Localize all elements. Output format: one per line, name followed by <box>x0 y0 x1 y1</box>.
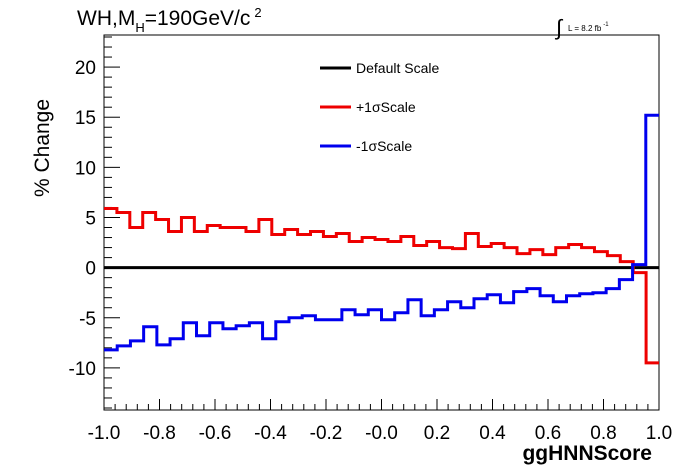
y-tick-label: 5 <box>85 208 96 229</box>
x-tick-label: -0.8 <box>143 423 176 444</box>
x-tick-label: 0.4 <box>479 423 506 444</box>
title-subscript: H <box>135 20 144 35</box>
plot-frame <box>103 34 660 411</box>
x-tick-label: 0.6 <box>535 423 561 444</box>
x-tick-label: -0.4 <box>254 423 287 444</box>
legend-label-2: -1σScale <box>356 138 412 154</box>
lumi-label: L = 8.2 fb -1 <box>568 22 609 33</box>
y-axis-title: % Change <box>31 99 54 197</box>
title-suffix: =190GeV/c <box>145 7 251 30</box>
x-axis-title: ggHNNScore <box>522 442 652 465</box>
legend: Default Scale +1σScale -1σScale <box>320 60 439 154</box>
legend-label-0: Default Scale <box>356 60 439 76</box>
chart-title: WH,MH=190GeV/c 2 <box>77 5 262 35</box>
y-tick-label: -10 <box>69 359 96 380</box>
series-line-2 <box>104 113 659 352</box>
x-tick-label: 1.0 <box>646 423 672 444</box>
y-tick-label: -5 <box>79 309 96 330</box>
lumi-superscript: -1 <box>603 22 609 28</box>
lumi-text: L = 8.2 fb <box>568 24 602 33</box>
y-tick-label: 15 <box>75 108 96 129</box>
x-axis-ticks: -1.0 -0.8 -0.6 -0.4 -0.2 -0.0 0.2 0.4 0.6 0.8 1.0 <box>88 399 672 444</box>
series-line-1 <box>104 206 659 365</box>
x-tick-label: -1.0 <box>88 423 121 444</box>
lumi-integral-symbol: ∫ <box>554 15 564 40</box>
y-tick-label: 10 <box>75 158 96 179</box>
y-tick-label: 0 <box>85 259 96 280</box>
x-tick-label: -0.6 <box>199 423 232 444</box>
y-axis-ticks: -10 -5 0 5 10 15 20 <box>69 36 120 409</box>
legend-label-1: +1σScale <box>356 99 416 115</box>
x-tick-label: -0.2 <box>310 423 343 444</box>
x-tick-label: -0.0 <box>365 423 398 444</box>
title-prefix: WH,M <box>77 7 135 30</box>
x-tick-label: 0.8 <box>590 423 616 444</box>
title-superscript: 2 <box>254 5 261 20</box>
x-tick-label: 0.2 <box>424 423 450 444</box>
series-group <box>104 113 659 365</box>
y-tick-label: 20 <box>75 58 96 79</box>
